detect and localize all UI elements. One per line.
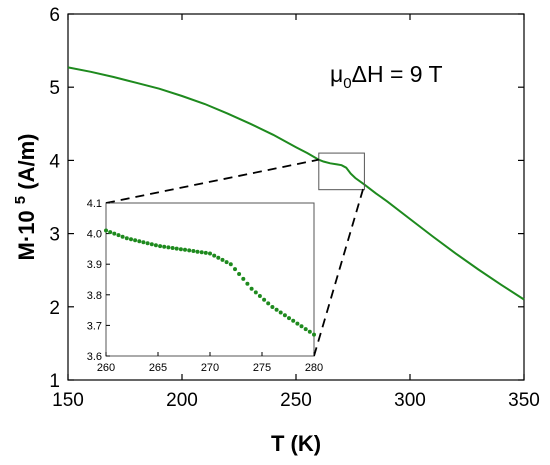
annotation-subscript: 0 (343, 75, 351, 92)
inset-data-point (278, 310, 283, 315)
inset-y-tick-label: 3.6 (87, 351, 102, 363)
y-axis-title: M·10 5 (A/m) (12, 134, 39, 261)
inset-data-point (183, 247, 187, 252)
inset-y-tick-label: 4.1 (87, 198, 102, 210)
annotation-suffix: ΔH = 9 T (352, 61, 443, 87)
y-tick-label: 2 (49, 298, 60, 319)
inset-data-point (220, 257, 225, 262)
inset-data-point (274, 307, 279, 312)
inset-data-point (262, 297, 267, 302)
inset-data-point (108, 230, 113, 235)
inset-data-point (174, 246, 179, 251)
inset-data-point (270, 305, 275, 309)
inset-data-point (303, 327, 308, 332)
y-tick-label: 5 (49, 78, 60, 99)
inset-data-point (112, 231, 117, 236)
inset-data-point (241, 276, 246, 281)
inset-data-point (158, 244, 163, 249)
inset-data-point (253, 290, 258, 295)
x-tick-label: 250 (280, 390, 312, 411)
inset-data-point (141, 240, 146, 245)
x-tick-label: 200 (166, 390, 198, 411)
inset-data-point (307, 329, 312, 334)
x-tick-label: 150 (52, 390, 84, 411)
inset-data-point (224, 260, 229, 265)
zoom-connector-right (313, 184, 366, 357)
inset-data-point (282, 313, 287, 318)
inset-data-point (291, 318, 296, 323)
inset-data-point (299, 324, 304, 329)
inset-data-point (199, 250, 204, 255)
inset-data-point (295, 321, 300, 326)
inset-data-point (166, 245, 171, 250)
inset-data-point (153, 243, 158, 248)
x-tick-label: 350 (508, 390, 540, 411)
inset-data-point (162, 244, 167, 249)
inset-x-tick-label: 280 (305, 362, 323, 374)
inset-x-tick-label: 265 (149, 362, 167, 374)
inset-y-tick-label: 3.9 (87, 259, 102, 271)
inset-data-point (124, 236, 129, 241)
y-tick-label: 3 (49, 225, 60, 246)
inset-data-point (212, 253, 217, 258)
y-axis-title-superscript: 5 (12, 196, 29, 204)
inset-data-point (129, 237, 133, 242)
inset-data-point (178, 247, 183, 252)
x-tick-label: 300 (394, 390, 426, 411)
inset-data-point (216, 255, 221, 260)
inset-data-point (133, 238, 138, 243)
inset-data-point (266, 301, 271, 306)
inset-data-point (228, 262, 233, 267)
inset-data-point (249, 286, 254, 291)
inset-data-point (312, 332, 316, 337)
y-axis-title-text: M·10 (14, 210, 39, 260)
inset-data-point (233, 267, 237, 272)
y-tick-label: 1 (49, 371, 60, 392)
main-series-line (67, 66, 525, 301)
inset-data-point (203, 250, 208, 255)
zoom-connector-left (105, 158, 319, 204)
zoom-box (318, 152, 365, 191)
inset-data-point (187, 248, 192, 253)
inset-data-point (149, 242, 154, 247)
inset-data-point (245, 281, 250, 286)
x-axis-title: T (K) (271, 431, 321, 456)
inset-data-point (104, 228, 108, 233)
y-tick-label: 6 (49, 5, 60, 26)
inset-data-point (137, 239, 142, 244)
inset-data-point (287, 316, 291, 321)
inset-data-point (191, 249, 196, 253)
y-axis-title-rest: (A/m) (14, 134, 39, 196)
inset-data-point (116, 233, 121, 238)
inset-y-tick-label: 4.0 (87, 229, 102, 241)
inset-data-point (257, 294, 262, 298)
inset-data-point (195, 249, 200, 254)
inset-y-tick-label: 3.8 (87, 290, 102, 302)
inset-data-point (208, 251, 212, 256)
inset-data-point (145, 241, 150, 246)
inset-x-tick-label: 275 (253, 362, 271, 374)
inset-x-tick-label: 270 (201, 362, 219, 374)
annotation-prefix: μ (330, 61, 343, 87)
inset-data-point (237, 272, 242, 276)
inset-plot-frame (105, 202, 315, 357)
y-tick-label: 4 (49, 151, 60, 172)
field-annotation: μ0ΔH = 9 T (330, 61, 443, 92)
inset-x-tick-label: 260 (97, 362, 115, 374)
inset-y-tick-label: 3.7 (87, 320, 102, 332)
inset-data-point (120, 234, 125, 239)
inset-data-point (170, 246, 175, 250)
